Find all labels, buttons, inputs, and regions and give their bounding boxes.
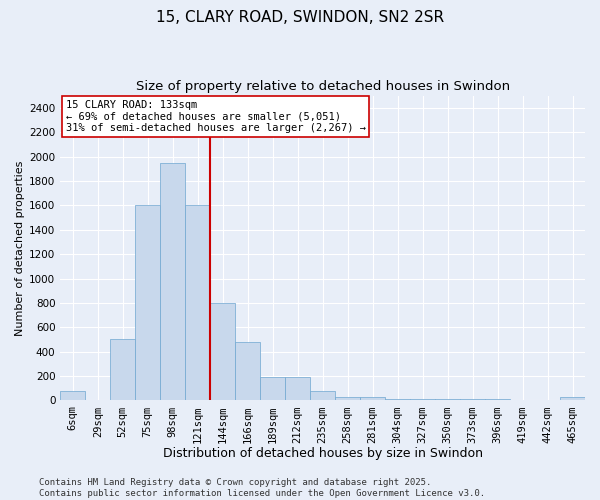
Bar bbox=[435, 398, 460, 400]
Bar bbox=[560, 397, 585, 400]
Bar bbox=[385, 398, 410, 400]
Bar bbox=[185, 206, 210, 400]
Text: 15 CLARY ROAD: 133sqm
← 69% of detached houses are smaller (5,051)
31% of semi-d: 15 CLARY ROAD: 133sqm ← 69% of detached … bbox=[65, 100, 365, 134]
Bar bbox=[310, 392, 335, 400]
Title: Size of property relative to detached houses in Swindon: Size of property relative to detached ho… bbox=[136, 80, 510, 93]
Bar bbox=[210, 303, 235, 400]
Bar bbox=[60, 392, 85, 400]
Bar bbox=[360, 397, 385, 400]
Bar bbox=[135, 206, 160, 400]
Bar bbox=[285, 376, 310, 400]
Y-axis label: Number of detached properties: Number of detached properties bbox=[15, 160, 25, 336]
Bar bbox=[335, 397, 360, 400]
Bar bbox=[110, 340, 135, 400]
Bar bbox=[410, 398, 435, 400]
Bar bbox=[235, 342, 260, 400]
Bar bbox=[160, 162, 185, 400]
Text: Contains HM Land Registry data © Crown copyright and database right 2025.
Contai: Contains HM Land Registry data © Crown c… bbox=[39, 478, 485, 498]
Bar bbox=[260, 376, 285, 400]
Text: 15, CLARY ROAD, SWINDON, SN2 2SR: 15, CLARY ROAD, SWINDON, SN2 2SR bbox=[156, 10, 444, 25]
X-axis label: Distribution of detached houses by size in Swindon: Distribution of detached houses by size … bbox=[163, 447, 482, 460]
